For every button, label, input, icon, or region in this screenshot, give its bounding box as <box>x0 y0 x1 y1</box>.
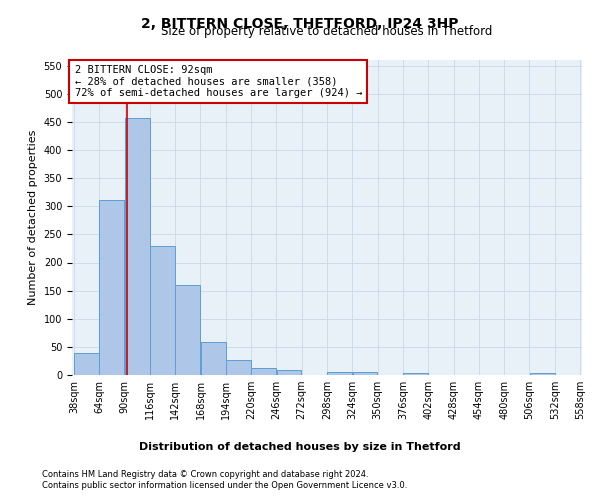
Bar <box>353 372 377 375</box>
Bar <box>530 374 554 375</box>
Text: Contains public sector information licensed under the Open Government Licence v3: Contains public sector information licen… <box>42 481 407 490</box>
Bar <box>226 360 251 375</box>
Bar <box>150 246 175 375</box>
Bar <box>201 342 226 375</box>
Y-axis label: Number of detached properties: Number of detached properties <box>28 130 38 305</box>
Bar <box>175 285 200 375</box>
Bar <box>251 368 276 375</box>
Text: Contains HM Land Registry data © Crown copyright and database right 2024.: Contains HM Land Registry data © Crown c… <box>42 470 368 479</box>
Text: 2, BITTERN CLOSE, THETFORD, IP24 3HP: 2, BITTERN CLOSE, THETFORD, IP24 3HP <box>141 18 459 32</box>
Bar <box>327 372 352 375</box>
Bar <box>100 200 124 375</box>
Bar <box>125 118 149 375</box>
Title: Size of property relative to detached houses in Thetford: Size of property relative to detached ho… <box>161 25 493 38</box>
Bar <box>74 352 99 375</box>
Text: Distribution of detached houses by size in Thetford: Distribution of detached houses by size … <box>139 442 461 452</box>
Text: 2 BITTERN CLOSE: 92sqm
← 28% of detached houses are smaller (358)
72% of semi-de: 2 BITTERN CLOSE: 92sqm ← 28% of detached… <box>74 64 362 98</box>
Bar <box>403 373 428 375</box>
Bar <box>277 370 301 375</box>
